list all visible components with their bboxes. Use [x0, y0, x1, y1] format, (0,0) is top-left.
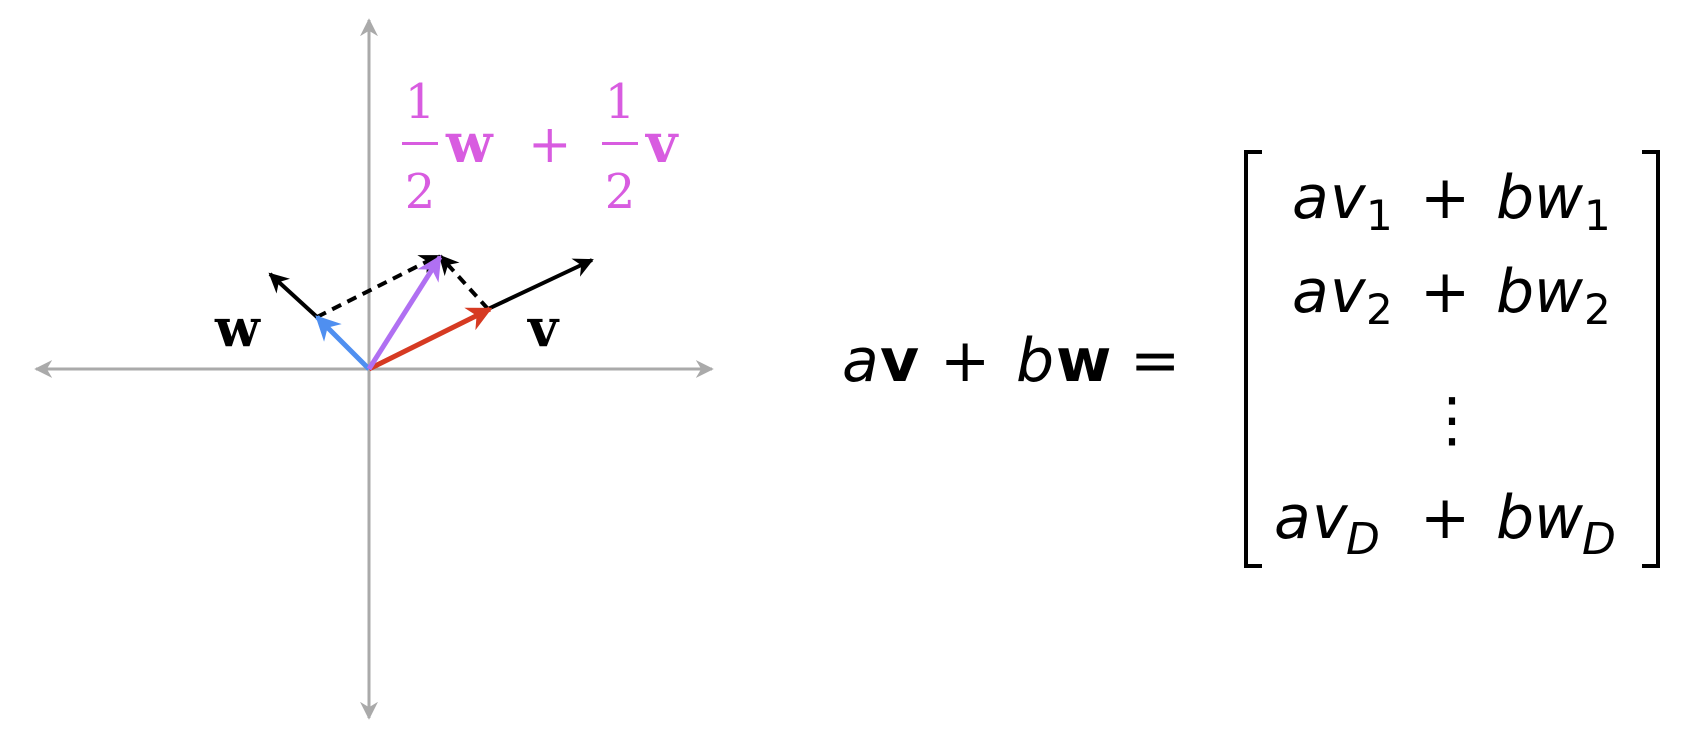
vector-w-arrow [268, 272, 319, 319]
half-v-arrow [367, 306, 493, 372]
half-w-denominator: 2 [405, 164, 436, 220]
combination-label: 1 2 w + 1 2 v [402, 74, 679, 220]
combo-v: v [645, 111, 679, 175]
vertical-dots: ⋮ [1422, 385, 1482, 455]
half-w-arrow [315, 315, 371, 371]
dashed-guide-from-half-v [438, 254, 490, 311]
row2-v-sub: 2 [1366, 285, 1393, 334]
row1-b: b [1496, 163, 1534, 233]
lhs-equals: = [1130, 326, 1180, 396]
half-v-denominator: 2 [605, 164, 636, 220]
column-row-d: a v D + b w D [1274, 483, 1616, 565]
lhs-w: w [1056, 326, 1111, 396]
equation-lhs: a v + b w = [842, 326, 1180, 396]
half-v-fraction-bar [602, 142, 638, 145]
rowd-v-sub: D [1346, 514, 1380, 565]
dashed-guide-from-half-w [316, 254, 440, 319]
rowd-v: v [1312, 483, 1349, 553]
row1-a: a [1292, 163, 1329, 233]
column-row-2: a v 2 + b w 2 [1292, 257, 1611, 334]
vector-v-arrow [487, 258, 594, 311]
rowd-plus: + [1420, 483, 1470, 553]
row1-plus: + [1420, 163, 1470, 233]
rowd-w: w [1534, 483, 1584, 553]
half-w-fraction-bar [402, 142, 438, 145]
half-w-numerator: 1 [405, 74, 436, 130]
row1-w-sub: 1 [1584, 191, 1611, 240]
row1-v: v [1330, 163, 1367, 233]
row1-v-sub: 1 [1366, 191, 1393, 240]
row2-a: a [1292, 257, 1329, 327]
column-row-1: a v 1 + b w 1 [1292, 163, 1611, 240]
label-w: w [214, 298, 261, 359]
left-bracket [1244, 150, 1262, 568]
lhs-plus: + [940, 326, 990, 396]
rowd-b: b [1496, 483, 1534, 553]
label-v: v [527, 298, 560, 359]
lhs-a: a [842, 326, 879, 396]
half-v-numerator: 1 [605, 74, 636, 130]
row2-plus: + [1420, 257, 1470, 327]
row1-w: w [1534, 163, 1584, 233]
rowd-a: a [1274, 483, 1311, 553]
row2-w-sub: 2 [1584, 285, 1611, 334]
combo-plus: + [528, 115, 572, 175]
dashed-guides [316, 254, 490, 319]
combo-w: w [445, 111, 494, 175]
lhs-b: b [1016, 326, 1054, 396]
rowd-w-sub: D [1582, 514, 1616, 565]
right-bracket [1642, 150, 1660, 568]
row2-w: w [1534, 257, 1584, 327]
row2-v: v [1330, 257, 1367, 327]
lhs-v: v [880, 326, 919, 396]
row2-b: b [1496, 257, 1534, 327]
midpoint-arrow [366, 254, 443, 371]
